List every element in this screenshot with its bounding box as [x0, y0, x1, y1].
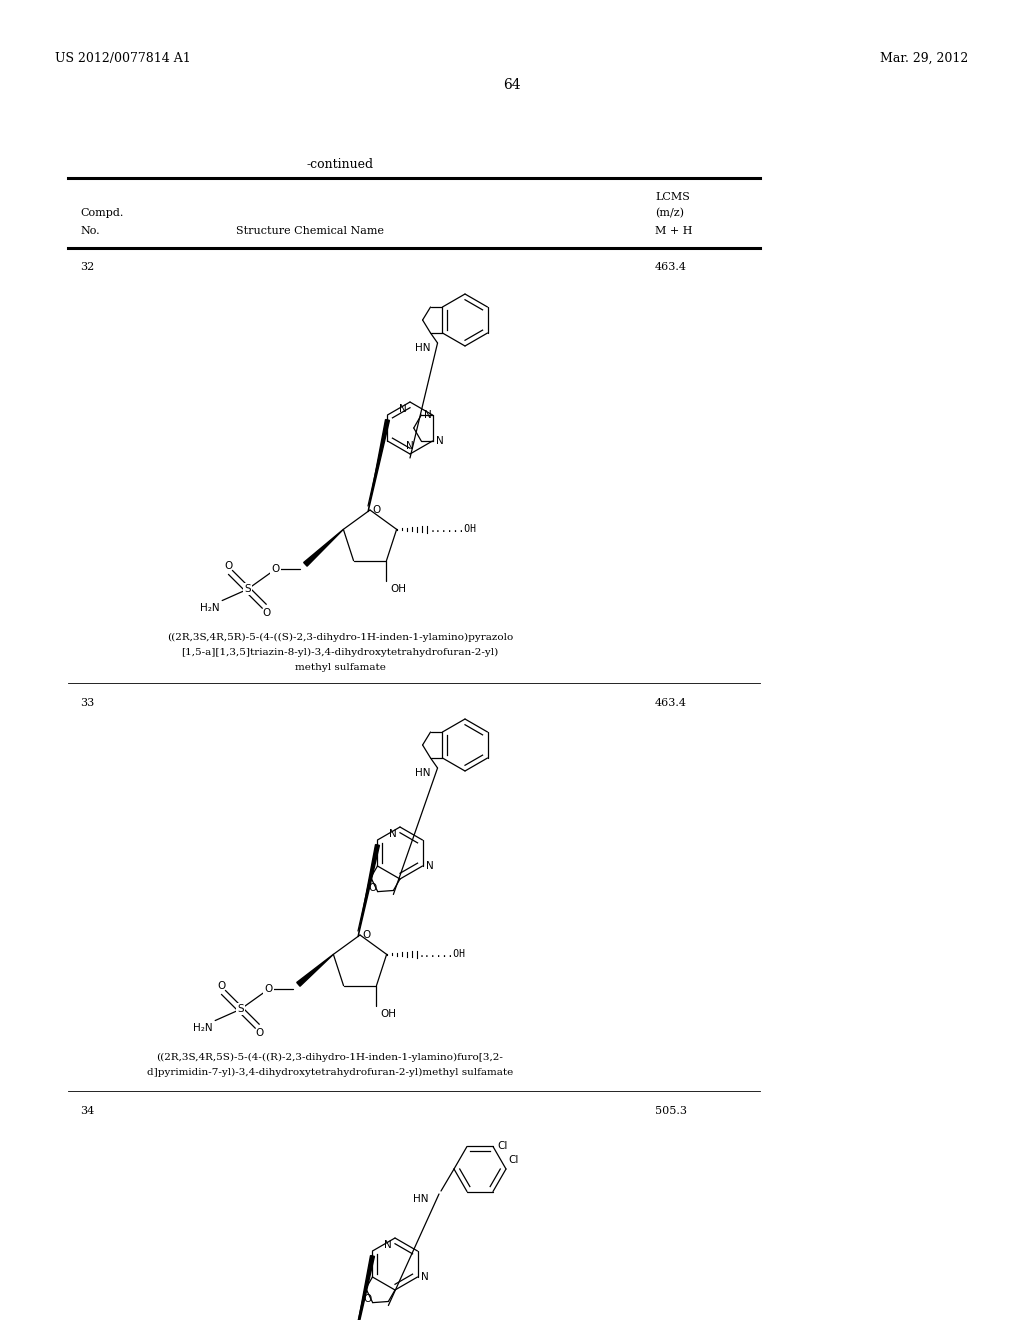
- Text: US 2012/0077814 A1: US 2012/0077814 A1: [55, 51, 190, 65]
- Polygon shape: [297, 954, 334, 986]
- Text: 33: 33: [80, 698, 94, 708]
- Text: O: O: [369, 883, 377, 892]
- Text: ((2R,3S,4R,5S)-5-(4-((R)-2,3-dihydro-1H-inden-1-ylamino)furo[3,2-: ((2R,3S,4R,5S)-5-(4-((R)-2,3-dihydro-1H-…: [157, 1053, 504, 1063]
- Text: 505.3: 505.3: [655, 1106, 687, 1115]
- Polygon shape: [304, 529, 343, 566]
- Text: OH: OH: [390, 583, 407, 594]
- Text: O: O: [262, 609, 270, 618]
- Text: ((2R,3S,4R,5R)-5-(4-((S)-2,3-dihydro-1H-inden-1-ylamino)pyrazolo: ((2R,3S,4R,5R)-5-(4-((S)-2,3-dihydro-1H-…: [167, 634, 513, 642]
- Text: HN: HN: [415, 343, 430, 352]
- Polygon shape: [353, 1255, 375, 1320]
- Text: ......OH: ......OH: [430, 524, 476, 535]
- Text: LCMS: LCMS: [655, 191, 690, 202]
- Text: [1,5-a][1,3,5]triazin-8-yl)-3,4-dihydroxytetrahydrofuran-2-yl): [1,5-a][1,3,5]triazin-8-yl)-3,4-dihydrox…: [181, 648, 499, 657]
- Text: O: O: [224, 561, 232, 570]
- Text: Mar. 29, 2012: Mar. 29, 2012: [880, 51, 968, 65]
- Text: N: N: [407, 441, 414, 451]
- Text: N: N: [399, 404, 407, 414]
- Text: N: N: [384, 1239, 392, 1250]
- Text: (m/z): (m/z): [655, 209, 684, 218]
- Text: N: N: [424, 411, 432, 420]
- Text: O: O: [271, 565, 280, 574]
- Text: N: N: [421, 1272, 428, 1282]
- Text: 32: 32: [80, 261, 94, 272]
- Text: Compd.: Compd.: [80, 209, 123, 218]
- Text: O: O: [364, 1294, 372, 1304]
- Text: O: O: [264, 985, 272, 994]
- Text: O: O: [264, 985, 272, 994]
- Text: ......OH: ......OH: [419, 949, 466, 960]
- Text: O: O: [362, 931, 371, 940]
- Text: 64: 64: [503, 78, 521, 92]
- Text: N: N: [426, 861, 433, 871]
- Polygon shape: [368, 420, 389, 512]
- Text: HN: HN: [415, 768, 430, 777]
- Text: S: S: [244, 585, 251, 594]
- Text: Cl: Cl: [497, 1142, 507, 1151]
- Text: H₂N: H₂N: [200, 602, 219, 612]
- Text: N: N: [435, 436, 443, 446]
- Text: Structure Chemical Name: Structure Chemical Name: [236, 226, 384, 236]
- Text: OH: OH: [381, 1008, 396, 1019]
- Text: 463.4: 463.4: [655, 261, 687, 272]
- Text: Cl: Cl: [508, 1155, 518, 1166]
- Text: -continued: -continued: [306, 158, 374, 172]
- Text: O: O: [255, 1028, 263, 1038]
- Text: H₂N: H₂N: [193, 1023, 212, 1032]
- Text: 463.4: 463.4: [655, 698, 687, 708]
- Text: S: S: [238, 1005, 244, 1014]
- Text: O: O: [271, 565, 280, 574]
- Text: No.: No.: [80, 226, 99, 236]
- Text: M + H: M + H: [655, 226, 692, 236]
- Text: N: N: [389, 829, 397, 840]
- Polygon shape: [358, 845, 380, 937]
- Text: 34: 34: [80, 1106, 94, 1115]
- Text: O: O: [372, 506, 380, 515]
- Text: O: O: [217, 981, 225, 990]
- Text: HN: HN: [414, 1195, 429, 1204]
- Text: methyl sulfamate: methyl sulfamate: [295, 663, 385, 672]
- Text: d]pyrimidin-7-yl)-3,4-dihydroxytetrahydrofuran-2-yl)methyl sulfamate: d]pyrimidin-7-yl)-3,4-dihydroxytetrahydr…: [146, 1068, 513, 1077]
